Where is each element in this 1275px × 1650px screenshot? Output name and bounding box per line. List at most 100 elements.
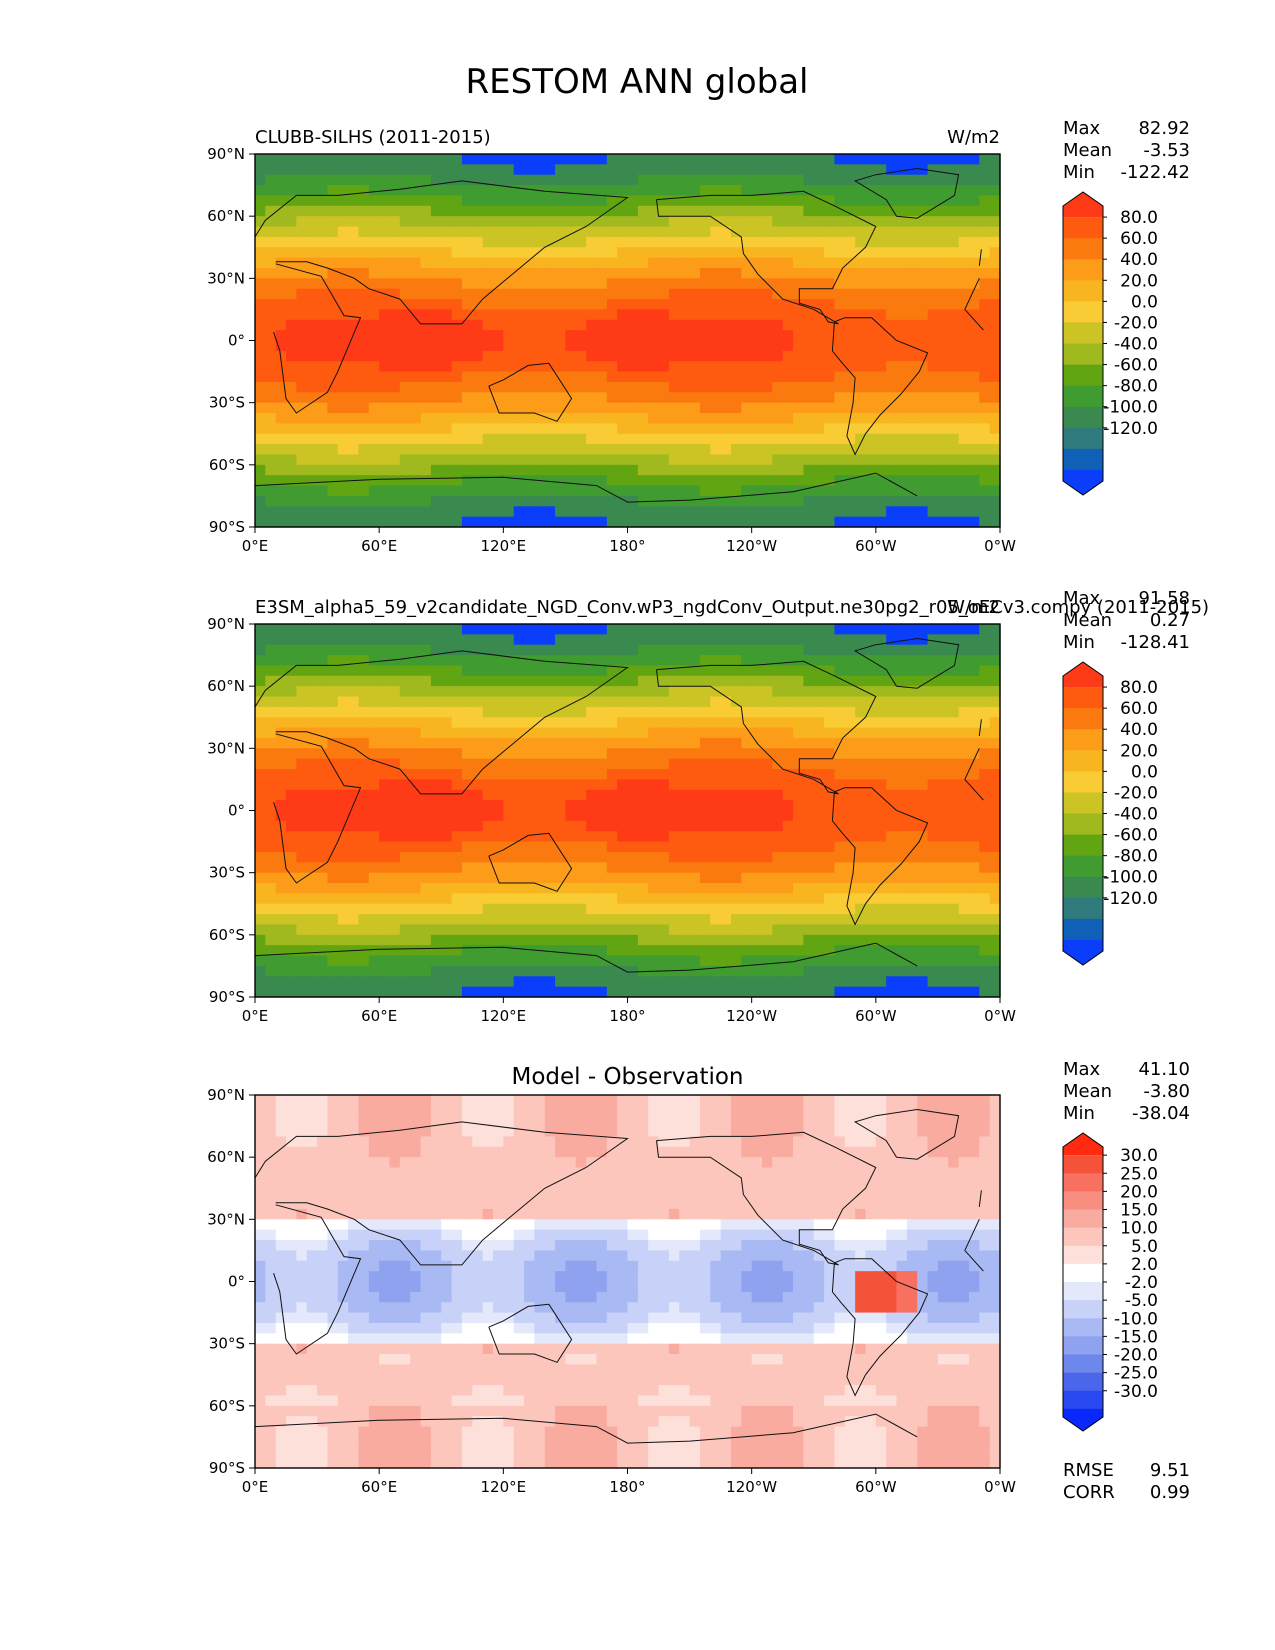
- heatmap-cell: [958, 810, 970, 822]
- heatmap-cell: [762, 862, 773, 874]
- heatmap-cell: [958, 288, 970, 300]
- heatmap-cell: [296, 444, 308, 456]
- heatmap-cell: [265, 955, 277, 967]
- heatmap-cell: [430, 800, 442, 812]
- heatmap-cell: [730, 748, 742, 760]
- heatmap-cell: [327, 696, 339, 708]
- heatmap-cell: [575, 779, 587, 791]
- heatmap-cell: [275, 955, 287, 967]
- heatmap-cell: [555, 841, 567, 853]
- heatmap-cell: [648, 195, 660, 207]
- heatmap-cell: [658, 278, 670, 290]
- heatmap-cell: [461, 924, 473, 936]
- heatmap-cell: [834, 247, 846, 259]
- heatmap-cell: [762, 820, 773, 832]
- heatmap-cell: [430, 288, 442, 300]
- heatmap-cell: [668, 862, 680, 874]
- heatmap-cell: [762, 433, 773, 445]
- heatmap-cell: [513, 883, 525, 894]
- heatmap-cell: [513, 737, 525, 749]
- heatmap-cell: [596, 454, 608, 466]
- heatmap-cell: [782, 769, 794, 781]
- heatmap-cell: [337, 195, 349, 207]
- colorbar-label: -80.0: [1114, 377, 1158, 397]
- heatmap-cell: [782, 696, 794, 708]
- heatmap-cell: [461, 319, 473, 331]
- heatmap-cell: [317, 475, 329, 487]
- heatmap-cell: [348, 851, 360, 863]
- heatmap-cell: [348, 444, 360, 456]
- heatmap-cell: [358, 247, 370, 259]
- heatmap-cell: [348, 185, 360, 197]
- heatmap-cell: [524, 696, 535, 708]
- heatmap-cell: [906, 381, 918, 393]
- heatmap-cell: [793, 226, 805, 238]
- heatmap-cell: [389, 267, 401, 279]
- heatmap-cell: [575, 319, 587, 331]
- heatmap-cell: [741, 433, 753, 445]
- heatmap-cell: [296, 883, 308, 894]
- heatmap-cell: [844, 381, 856, 393]
- heatmap-cell: [699, 506, 711, 518]
- heatmap-cell: [368, 257, 380, 269]
- heatmap-cell: [772, 506, 784, 518]
- heatmap-cell: [741, 810, 753, 822]
- heatmap-cell: [937, 361, 949, 373]
- heatmap-cell: [699, 903, 711, 915]
- heatmap-cell: [948, 789, 960, 801]
- heatmap-cell: [524, 402, 535, 414]
- heatmap-cell: [865, 164, 877, 176]
- heatmap-cell: [762, 686, 773, 698]
- heatmap-cell: [855, 392, 867, 404]
- heatmap-cell: [906, 748, 918, 760]
- heatmap-cell: [751, 154, 763, 165]
- heatmap-cell: [968, 350, 980, 362]
- heatmap-cell: [813, 893, 825, 905]
- heatmap-cell: [596, 820, 608, 832]
- heatmap-cell: [834, 195, 846, 207]
- colorbar-band: [1063, 343, 1103, 366]
- heatmap-cell: [803, 903, 815, 915]
- heatmap-cell: [389, 717, 401, 729]
- heatmap-cell: [762, 174, 773, 186]
- heatmap-cell: [389, 779, 401, 791]
- heatmap-cell: [379, 634, 391, 646]
- heatmap-cell: [813, 340, 825, 352]
- heatmap-cell: [772, 381, 784, 393]
- heatmap-cell: [989, 872, 1001, 884]
- heatmap-cell: [399, 444, 411, 456]
- heatmap-cell: [968, 278, 980, 290]
- heatmap-cell: [306, 675, 318, 687]
- heatmap-cell: [534, 247, 546, 259]
- heatmap-cell: [472, 820, 484, 832]
- heatmap-cell: [772, 319, 784, 331]
- heatmap-cell: [337, 444, 349, 456]
- heatmap-cell: [989, 903, 1001, 915]
- heatmap-cell: [565, 820, 577, 832]
- heatmap-cell: [668, 433, 680, 445]
- heatmap-cell: [855, 831, 867, 843]
- heatmap-cell: [958, 485, 970, 497]
- heatmap-cell: [586, 361, 598, 373]
- heatmap-cell: [927, 288, 939, 300]
- heatmap-cell: [317, 433, 329, 445]
- heatmap-cell: [596, 205, 608, 217]
- heatmap-cell: [544, 779, 556, 791]
- heatmap-cell: [679, 413, 691, 424]
- heatmap-cell: [875, 769, 887, 781]
- heatmap-cell: [782, 789, 794, 801]
- heatmap-cell: [668, 392, 680, 404]
- heatmap-cell: [937, 706, 949, 718]
- heatmap-cell: [751, 257, 763, 269]
- heatmap-cell: [699, 247, 711, 259]
- heatmap-cell: [617, 506, 629, 518]
- heatmap-cell: [524, 665, 535, 677]
- heatmap-cell: [689, 402, 701, 414]
- heatmap-cell: [948, 267, 960, 279]
- heatmap-cell: [420, 831, 432, 843]
- heatmap-cell: [255, 392, 266, 404]
- heatmap-cell: [772, 485, 784, 497]
- heatmap-cell: [741, 903, 753, 915]
- heatmap-cell: [679, 247, 691, 259]
- heatmap-cell: [441, 350, 453, 362]
